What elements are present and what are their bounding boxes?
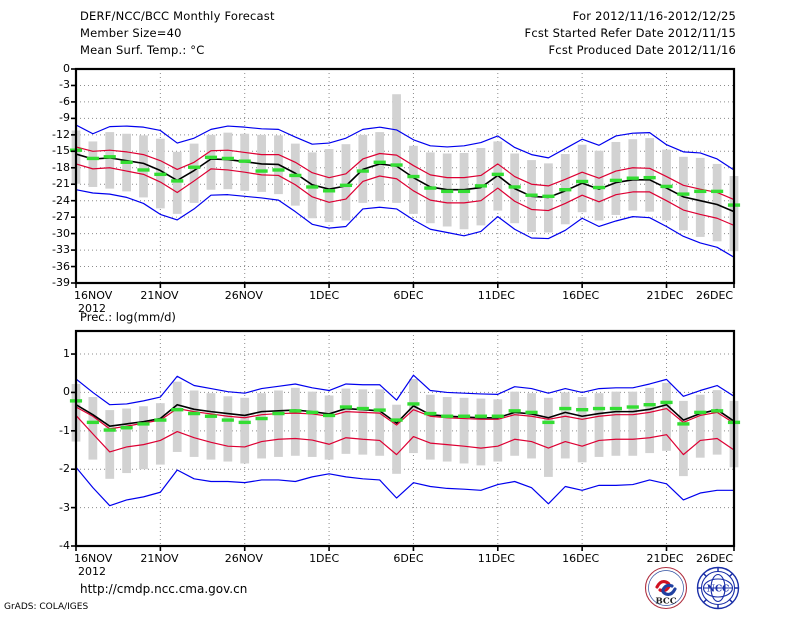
y-axis-tick-label: -27 (52, 210, 70, 224)
y-axis-tick-label: -3 (59, 500, 70, 514)
x-axis-tick-label: 21NOV (140, 552, 179, 565)
x-axis-tick-label: 21NOV (140, 289, 179, 302)
x-axis-tick-label: 26DEC (696, 289, 734, 302)
svg-text:BCC: BCC (655, 597, 676, 607)
y-axis-tick-label: -36 (52, 259, 70, 273)
y-axis-tick-label: -9 (59, 111, 70, 125)
y-axis-tick-label: -21 (52, 177, 70, 191)
bcc-logo: BCC (644, 566, 688, 610)
y-axis-tick-label: -24 (52, 193, 70, 207)
agency-logos: BCC NCC (644, 566, 750, 610)
y-axis-tick-label: -33 (52, 243, 70, 257)
x-axis-tick-label: 1DEC (309, 289, 340, 302)
header-variable-label: Mean Surf. Temp.: °C (80, 43, 205, 57)
y-axis-tick-label: -6 (59, 94, 70, 108)
x-axis-year-label: 2012 (78, 565, 106, 578)
y-axis-tick-label: -30 (52, 226, 70, 240)
x-axis-tick-label: 6DEC (393, 552, 424, 565)
svg-text:NCC: NCC (707, 585, 730, 595)
y-axis-tick-label: -12 (52, 127, 70, 141)
y-axis-tick-label: 0 (63, 62, 70, 75)
x-axis-tick-label: 11DEC (477, 289, 515, 302)
y-axis-tick-label: -39 (52, 276, 70, 289)
x-axis-tick-label: 21DEC (646, 552, 684, 565)
ncc-logo: NCC (696, 566, 740, 610)
x-axis-tick-label: 26NOV (224, 289, 263, 302)
website-url[interactable]: http://cmdp.ncc.cma.gov.cn (80, 582, 248, 596)
x-axis-tick-label: 16DEC (562, 289, 600, 302)
y-axis-tick-label: 1 (63, 347, 70, 361)
header-forecast-period: For 2012/11/16-2012/12/25 (572, 9, 736, 23)
header-started-date: Fcst Started Refer Date 2012/11/15 (524, 26, 736, 40)
x-axis-tick-label: 16DEC (562, 552, 600, 565)
header-member-size: Member Size=40 (80, 26, 182, 40)
header-title: DERF/NCC/BCC Monthly Forecast (80, 9, 275, 23)
precipitation-chart-title: Prec.: log(mm/d) (80, 310, 176, 324)
y-axis-tick-label: -3 (59, 78, 70, 92)
y-axis-tick-label: -1 (59, 423, 70, 437)
x-axis-tick-label: 16NOV (74, 289, 113, 302)
x-axis-tick-label: 16NOV (74, 552, 113, 565)
x-axis-tick-label: 6DEC (393, 289, 424, 302)
y-axis-tick-label: -4 (59, 539, 70, 552)
x-axis-tick-label: 11DEC (477, 552, 515, 565)
x-axis-tick-label: 26DEC (696, 552, 734, 565)
x-axis-tick-label: 26NOV (224, 552, 263, 565)
x-axis-year-label: 2012 (78, 302, 106, 315)
grads-credit: GrADS: COLA/IGES (4, 602, 89, 612)
y-axis-tick-label: -15 (52, 144, 70, 158)
header-produced-date: Fcst Produced Date 2012/11/16 (548, 43, 736, 57)
y-axis-tick-label: -2 (59, 462, 70, 476)
y-axis-tick-label: 0 (63, 385, 70, 399)
x-axis-tick-label: 1DEC (309, 552, 340, 565)
y-axis-tick-label: -18 (52, 160, 70, 174)
x-axis-tick-label: 21DEC (646, 289, 684, 302)
